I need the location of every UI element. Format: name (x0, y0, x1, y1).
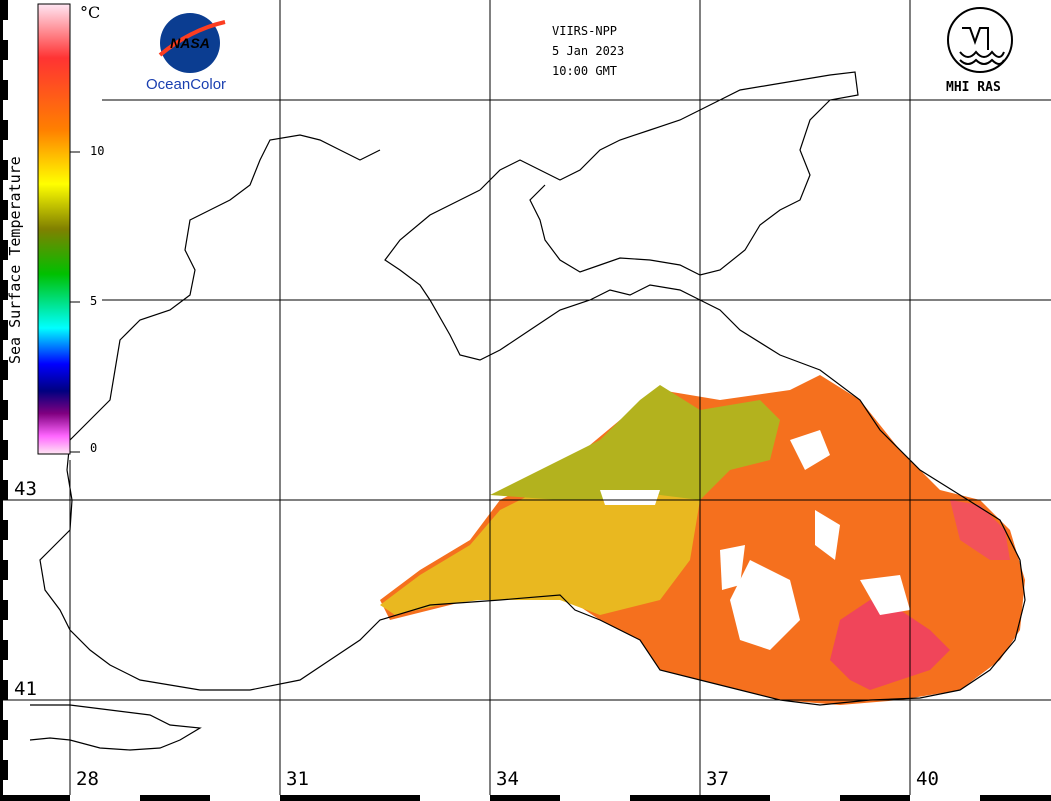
coastline (29, 71, 1026, 751)
sst-olive-region (490, 385, 780, 500)
lon-label-34: 34 (496, 768, 519, 790)
cloud-gap-2 (790, 430, 830, 470)
lon-label-28: 28 (76, 768, 99, 790)
cloud-gap-5 (600, 490, 660, 505)
cloud-gap-4 (860, 575, 910, 615)
sst-red-region (830, 600, 950, 690)
date-label: 5 Jan 2023 (552, 44, 625, 58)
cloud-gap-1 (730, 560, 800, 650)
mhi-ras-logo (947, 7, 1013, 73)
colorbar-title: Sea Surface Temperature (6, 156, 24, 364)
colorbar-tick-0: 0 (90, 441, 98, 455)
colorbar-tick-10: 10 (90, 144, 105, 158)
colorbar-unit: °C (80, 3, 101, 22)
sst-red-east (950, 500, 1010, 560)
colorbar (37, 3, 80, 455)
nasa-logo: NASA (158, 13, 226, 73)
sst-field (380, 375, 1025, 705)
lon-label-37: 37 (706, 768, 729, 790)
oceancolor-label: OceanColor (146, 76, 227, 93)
mhi-ras-label: MHI RAS (946, 80, 1001, 95)
lon-label-40: 40 (916, 768, 939, 790)
sensor-label: VIIRS-NPP (552, 24, 618, 38)
lon-label-31: 31 (286, 768, 309, 790)
time-label: 10:00 GMT (552, 64, 618, 78)
lat-label-41: 41 (14, 678, 37, 700)
nasa-logo-text: NASA (170, 35, 210, 51)
cloud-gap-3 (815, 510, 840, 560)
cloud-gap-6 (720, 545, 745, 590)
colorbar-tick-5: 5 (90, 294, 98, 308)
lat-label-43: 43 (14, 478, 37, 500)
